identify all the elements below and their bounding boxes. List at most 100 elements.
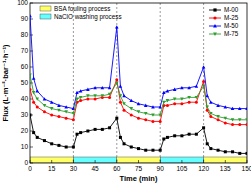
point <box>188 101 191 104</box>
point <box>166 136 169 139</box>
point <box>217 118 220 121</box>
point <box>32 131 35 134</box>
point <box>57 115 60 118</box>
point <box>209 147 212 150</box>
point <box>119 136 122 139</box>
point <box>206 142 209 145</box>
point <box>43 97 47 100</box>
point <box>224 122 227 125</box>
point <box>216 115 220 118</box>
point <box>173 88 177 91</box>
point <box>65 146 68 149</box>
legend-label: M-75 <box>224 30 239 37</box>
point <box>79 89 83 92</box>
point <box>137 110 141 113</box>
y-tick-label: 60 <box>21 63 29 70</box>
point <box>209 112 213 115</box>
point <box>205 106 209 109</box>
point <box>94 98 97 101</box>
point <box>188 133 191 136</box>
x-tick-label: 0 <box>28 165 32 172</box>
point <box>224 105 228 108</box>
y-tick-label: 80 <box>21 31 29 38</box>
y-tick-label: 50 <box>21 79 29 86</box>
point <box>231 118 235 121</box>
point <box>119 101 122 104</box>
point <box>72 118 75 121</box>
point <box>123 142 126 145</box>
point <box>205 94 209 97</box>
point <box>35 89 39 92</box>
x-tick-label: 30 <box>70 165 78 172</box>
point <box>122 94 126 97</box>
point <box>101 86 105 89</box>
point <box>246 152 248 155</box>
point <box>72 146 75 149</box>
point <box>180 102 183 105</box>
point <box>202 80 205 83</box>
point <box>43 139 46 142</box>
x-tick-label: 150 <box>242 165 251 172</box>
point <box>32 91 36 94</box>
x-tick <box>181 160 182 163</box>
point <box>57 109 61 112</box>
x-tick <box>247 160 248 163</box>
point <box>238 152 241 155</box>
point <box>166 104 169 107</box>
point <box>217 149 220 152</box>
phase-divider <box>73 3 74 163</box>
y-tick-label: 40 <box>21 95 29 102</box>
point <box>187 96 191 99</box>
point <box>50 107 54 110</box>
point <box>166 99 170 102</box>
y-tick-label: 20 <box>21 127 29 134</box>
point <box>151 120 154 123</box>
x-tick <box>225 160 226 163</box>
series-line <box>30 75 247 120</box>
x-tick-label: 135 <box>220 165 231 172</box>
phase-divider <box>160 3 161 163</box>
x-tick <box>116 160 117 163</box>
y-axis-title: Flux (L·m⁻²·bar⁻¹·h⁻¹) <box>1 44 10 121</box>
point <box>151 114 155 117</box>
point <box>202 85 206 88</box>
process-band <box>73 157 116 163</box>
legend-label: M-00 <box>224 6 239 13</box>
y-tick-label: 90 <box>21 15 29 22</box>
point <box>32 101 35 104</box>
point <box>115 117 118 120</box>
point <box>86 130 89 133</box>
x-tick-label: 45 <box>91 165 99 172</box>
legend-marker <box>213 24 217 28</box>
x-tick-label: 105 <box>176 165 187 172</box>
point <box>115 25 119 28</box>
x-tick-label: 120 <box>198 165 209 172</box>
x-tick <box>160 160 161 163</box>
point <box>245 107 247 110</box>
point <box>86 88 90 91</box>
point <box>195 101 198 104</box>
point <box>245 118 247 121</box>
point <box>65 117 68 120</box>
point <box>209 100 213 103</box>
point <box>180 86 184 89</box>
point <box>166 89 170 92</box>
point <box>144 149 147 152</box>
point <box>162 101 166 104</box>
point <box>151 105 155 108</box>
point <box>144 104 148 107</box>
point <box>231 150 234 153</box>
point <box>162 91 166 94</box>
process-legend-swatch <box>40 14 51 19</box>
point <box>195 96 199 99</box>
point <box>101 128 104 131</box>
legend-marker <box>213 32 217 36</box>
point <box>159 149 162 152</box>
point <box>43 104 47 107</box>
point <box>173 134 176 137</box>
plot-frame <box>30 3 247 163</box>
x-tick-label: 75 <box>135 165 143 172</box>
process-band <box>204 157 247 163</box>
process-legend-label: NaClO washing process <box>54 13 122 21</box>
point <box>119 94 123 97</box>
